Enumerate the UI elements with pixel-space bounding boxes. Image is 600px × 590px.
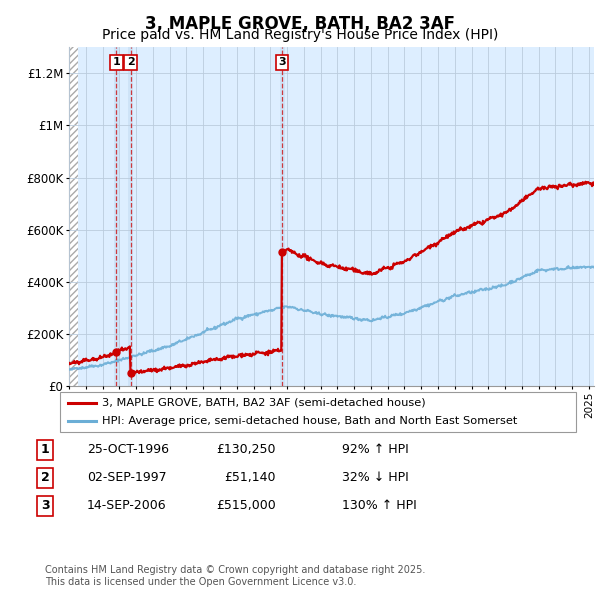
Bar [114,47,119,386]
Text: 3: 3 [278,57,286,67]
Text: 02-SEP-1997: 02-SEP-1997 [87,471,167,484]
Text: 1: 1 [112,57,120,67]
Text: 2: 2 [127,57,134,67]
Bar [280,47,285,386]
Text: 130% ↑ HPI: 130% ↑ HPI [342,499,417,512]
Text: 2: 2 [41,471,49,484]
Text: 14-SEP-2006: 14-SEP-2006 [87,499,167,512]
Text: 32% ↓ HPI: 32% ↓ HPI [342,471,409,484]
Text: 3: 3 [41,499,49,512]
Text: HPI: Average price, semi-detached house, Bath and North East Somerset: HPI: Average price, semi-detached house,… [103,416,518,426]
Text: 1: 1 [41,443,49,456]
Text: 3, MAPLE GROVE, BATH, BA2 3AF: 3, MAPLE GROVE, BATH, BA2 3AF [145,15,455,34]
Bar [128,47,133,386]
Text: Contains HM Land Registry data © Crown copyright and database right 2025.
This d: Contains HM Land Registry data © Crown c… [45,565,425,587]
Text: 92% ↑ HPI: 92% ↑ HPI [342,443,409,456]
Text: £515,000: £515,000 [216,499,276,512]
FancyBboxPatch shape [60,392,576,432]
Text: £130,250: £130,250 [217,443,276,456]
Text: Price paid vs. HM Land Registry's House Price Index (HPI): Price paid vs. HM Land Registry's House … [102,28,498,42]
Bar [69,47,78,386]
Text: £51,140: £51,140 [224,471,276,484]
Text: 25-OCT-1996: 25-OCT-1996 [87,443,169,456]
Text: 3, MAPLE GROVE, BATH, BA2 3AF (semi-detached house): 3, MAPLE GROVE, BATH, BA2 3AF (semi-deta… [103,398,426,408]
